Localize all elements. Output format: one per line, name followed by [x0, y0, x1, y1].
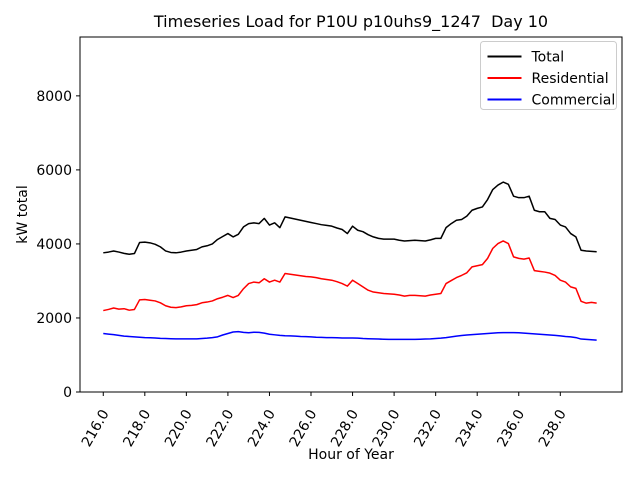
y-tick-label: 2000: [36, 311, 72, 327]
legend-label-total: Total: [531, 50, 565, 66]
y-tick-label: 0: [63, 385, 72, 401]
y-tick-label: 8000: [36, 89, 72, 105]
x-tick-label: 224.0: [245, 407, 279, 450]
x-tick-label: 230.0: [370, 407, 404, 450]
series-line-residential: [103, 240, 597, 312]
x-tick-label: 218.0: [120, 407, 154, 450]
x-tick-label: 226.0: [287, 407, 321, 450]
legend-box: [480, 41, 617, 110]
chart-title: Timeseries Load for P10U p10uhs9_1247 Da…: [153, 12, 548, 32]
x-tick-label: 216.0: [79, 407, 113, 450]
x-tick-label: 238.0: [536, 407, 570, 450]
x-tick-label: 232.0: [411, 407, 445, 450]
series-line-total: [103, 181, 597, 256]
x-tick-label: 236.0: [494, 407, 528, 450]
y-axis-label: kW total: [15, 185, 31, 243]
x-tick-label: 220.0: [162, 407, 196, 450]
y-tick-label: 4000: [36, 237, 72, 253]
y-tick-label: 6000: [36, 163, 72, 179]
x-tick-label: 222.0: [203, 407, 237, 450]
x-tick-label: 234.0: [453, 407, 487, 450]
x-axis-label: Hour of Year: [308, 447, 394, 463]
series-line-commercial: [103, 330, 597, 341]
x-tick-label: 228.0: [328, 407, 362, 450]
legend-label-residential: Residential: [532, 71, 609, 87]
legend-label-commercial: Commercial: [532, 93, 616, 109]
axes-frame: [79, 36, 623, 393]
